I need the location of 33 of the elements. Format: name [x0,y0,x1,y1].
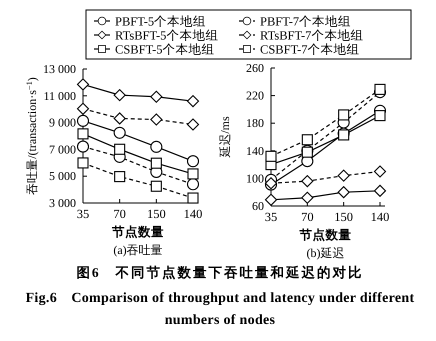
caption: 图6 不同节点数量下吞吐量和延迟的对比 [75,264,365,282]
y-tick-label: 100 [246,171,264,186]
legend-label: RTsBFT-7个本地组 [260,28,364,42]
x-tick-label: 70 [301,210,314,224]
x-tick-label: 150 [146,207,166,221]
legend-label: PBFT-5个本地组 [115,14,206,28]
y-tick-label: 140 [246,144,264,158]
x-tick-label: 150 [334,210,354,224]
x-tick-label: 140 [184,207,202,221]
y-axis-title: 延迟/ms [218,116,232,159]
x-tick-label: 35 [264,210,278,224]
text: (a)吞吐量 [113,243,163,257]
x-axis-title: 节点数量 [111,224,164,239]
y-tick-label: 13 000 [43,62,76,76]
x-tick-label: 35 [76,207,90,221]
y-tick-label: 3 000 [49,196,76,210]
y-tick-label: 60 [252,199,264,213]
y-tick-label: 9 000 [49,116,76,130]
text: (b)延迟 [306,246,344,260]
legend-label: CSBFT-5个本地组 [115,42,214,56]
legend-label: CSBFT-7个本地组 [260,42,360,56]
y-tick-label: 7 000 [49,142,76,156]
y-tick-label: 5 000 [49,169,76,184]
y-tick-label: 220 [246,88,264,103]
x-tick-label: 140 [370,210,390,224]
legend-label: RTsBFT-5个本地组 [115,28,218,42]
x-tick-label: 70 [113,207,126,221]
y-tick-label: 180 [246,116,264,130]
x-axis-title: 节点数量 [298,227,352,242]
legend-label: PBFT-7个本地组 [260,14,352,28]
caption: Fig.6 Comparison of throughput and latency under different numbers of nodes [24,290,416,330]
y-tick-label: 260 [246,61,264,75]
y-tick-label: 11 000 [43,88,76,103]
